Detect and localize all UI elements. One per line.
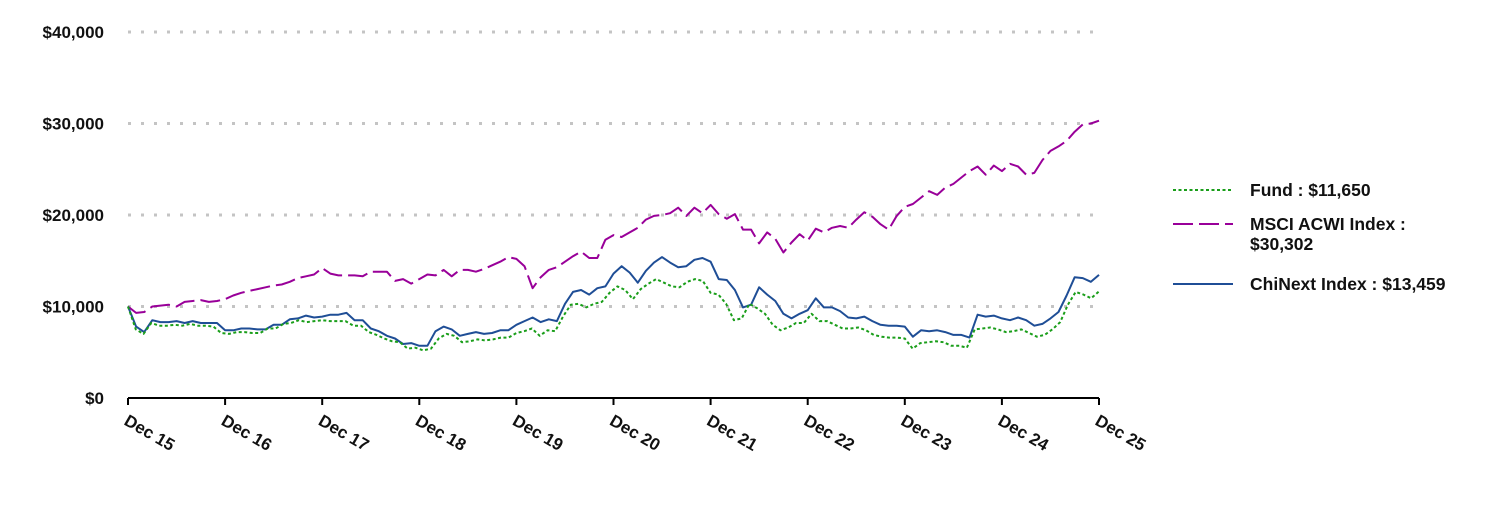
msci-swatch-icon xyxy=(1172,214,1234,234)
series-lines xyxy=(127,119,1100,352)
x-tick-label: Dec 24 xyxy=(995,411,1052,455)
legend-item-fund: Fund : $11,650 xyxy=(1172,180,1472,200)
fund-line xyxy=(127,278,1100,352)
x-axis: Dec 15 Dec 16 Dec 17 Dec 18 Dec 19 Dec 20 Dec … xyxy=(121,397,1149,455)
msci-acwi-index-line xyxy=(127,119,1100,314)
x-tick-label: Dec 23 xyxy=(898,411,955,455)
x-tick-label: Dec 15 xyxy=(121,411,178,455)
y-tick-label: $20,000 xyxy=(43,206,104,225)
x-tick-label: Dec 18 xyxy=(412,411,469,455)
legend: Fund : $11,650 MSCI ACWI Index : $30,302… xyxy=(1172,180,1472,308)
x-tick-label: Dec 17 xyxy=(315,411,372,455)
y-tick-label: $30,000 xyxy=(43,115,104,134)
chinext-swatch-icon xyxy=(1172,274,1234,294)
x-tick-label: Dec 22 xyxy=(801,411,858,455)
chinext-index-line xyxy=(127,256,1100,347)
y-tick-label: $10,000 xyxy=(43,298,104,317)
legend-item-msci: MSCI ACWI Index : $30,302 xyxy=(1172,214,1472,254)
x-tick-label: Dec 21 xyxy=(704,411,761,455)
x-tick-label: Dec 19 xyxy=(509,411,566,455)
y-tick-label: $0 xyxy=(85,389,104,408)
y-tick-label: $40,000 xyxy=(43,23,104,42)
fund-swatch-icon xyxy=(1172,180,1234,200)
x-tick-label: Dec 25 xyxy=(1092,411,1149,455)
legend-label-msci: MSCI ACWI Index : $30,302 xyxy=(1250,214,1406,254)
gridlines xyxy=(128,30,1097,308)
x-tick-label: Dec 16 xyxy=(218,411,275,455)
legend-label-chinext: ChiNext Index : $13,459 xyxy=(1250,274,1446,294)
y-axis-labels: $0 $10,000 $20,000 $30,000 $40,000 xyxy=(43,23,104,408)
legend-label-fund: Fund : $11,650 xyxy=(1250,180,1371,200)
x-tick-label: Dec 20 xyxy=(607,411,664,455)
legend-item-chinext: ChiNext Index : $13,459 xyxy=(1172,274,1472,294)
